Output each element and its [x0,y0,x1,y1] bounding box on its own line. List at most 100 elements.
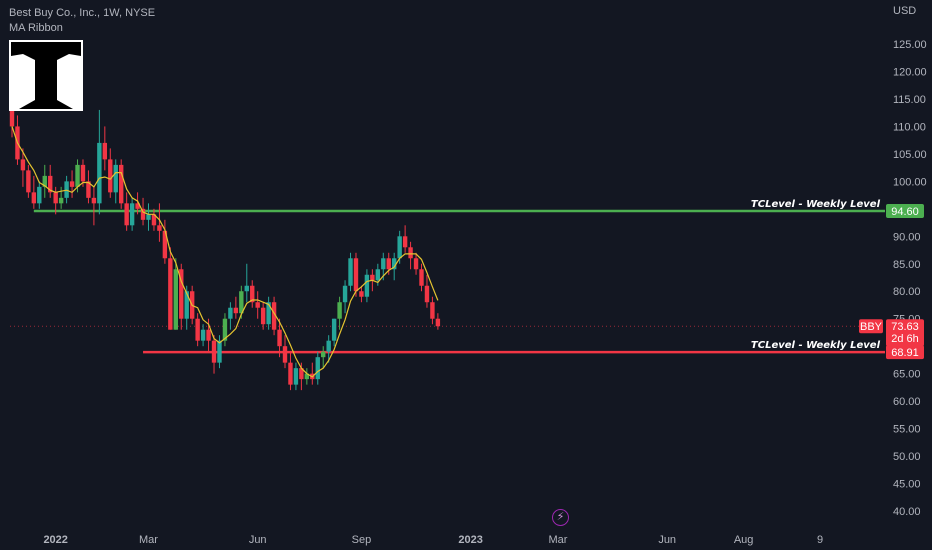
candle-body [124,203,129,226]
y-tick-label: 105.00 [893,149,927,161]
candle-body [337,302,342,319]
candle-body [315,357,320,380]
candle-body [217,340,222,363]
candle-body [364,274,370,297]
candle-body [370,274,375,281]
chart-legend: Best Buy Co., Inc., 1W, NYSE MA Ribbon [9,6,155,36]
candle-body [113,164,118,193]
candle-body [42,175,47,187]
candle-body [140,208,146,220]
candle-body [282,346,288,363]
x-tick-label: Mar [139,534,158,546]
levels-layer: TCLevel - Weekly Level TCLevel - Weekly L… [10,199,885,354]
level-price-tag [886,204,924,219]
candle-body [108,159,113,193]
candle-body [353,258,359,292]
candle-body [408,247,413,259]
x-tick-label: Mar [549,534,568,546]
candle-body [260,307,266,325]
x-tick-label: Aug [734,534,754,546]
candles-layer [9,71,441,391]
candle-body [48,175,53,193]
price-axis[interactable]: USD 40.0045.0050.0055.0060.0065.0070.007… [893,5,927,518]
candle-body [359,291,364,297]
candle-body [37,186,42,204]
candle-body [277,329,282,347]
candle-body [91,197,97,204]
candle-body [184,291,189,319]
candle-body [146,214,151,220]
candle-body [53,192,58,204]
candle-body [228,307,233,319]
candle-body [97,142,102,204]
candle-body [331,318,337,341]
candle-body [135,203,140,209]
x-tick-label: 9 [817,534,823,546]
y-tick-label: 65.00 [893,369,921,381]
candle-body [211,340,217,363]
x-tick-label: Jun [249,534,267,546]
candle-body [424,285,430,303]
x-tick-label: 2023 [458,534,482,546]
candle-body [157,225,162,231]
candle-body [200,329,206,341]
candle-body [321,351,326,358]
candle-body [348,258,353,286]
candle-body [168,258,173,330]
candle-body [162,230,168,259]
candle-body [413,258,419,270]
candle-body [250,285,255,303]
lightning-icon[interactable]: ⚡ [552,509,569,526]
candle-body [326,340,331,352]
candle-body [151,214,157,226]
level-label: TCLevel - Weekly Level [751,340,881,351]
candle-body [402,236,408,248]
candle-body [392,258,397,270]
y-tick-label: 45.00 [893,479,921,491]
countdown-label: 2d 6h [891,333,919,345]
candle-body [102,142,108,160]
candle-body [375,269,381,281]
level-price-value: 68.91 [891,347,919,359]
candle-body [266,302,271,325]
candle-body [69,181,75,187]
candle-body [233,307,239,314]
candle-body [244,285,249,292]
last-price-value: 73.63 [891,321,919,333]
ma-ribbon-line [11,126,439,378]
y-tick-label: 80.00 [893,286,921,298]
currency-label: USD [893,5,916,17]
candle-body [129,203,135,226]
ticker-tag [859,319,883,334]
y-tick-label: 85.00 [893,259,921,271]
x-tick-label: 2022 [43,534,67,546]
candle-body [195,318,200,341]
candle-body [271,302,277,330]
y-tick-label: 90.00 [893,231,921,243]
candle-body [179,269,184,319]
candle-body [435,318,441,327]
candle-body [293,368,299,385]
level-price-tag [886,345,924,360]
candle-body [304,373,310,380]
x-tick-label: Jun [658,534,676,546]
candle-body [26,170,31,193]
candle-body [255,302,260,308]
candle-body [430,302,435,319]
candle-body [20,159,26,171]
candle-body [119,164,124,204]
candle-body [206,329,211,341]
y-tick-label: 125.00 [893,39,927,51]
logo-t-icon [11,42,81,109]
ma-ribbon-layer [11,126,439,378]
symbol-title[interactable]: Best Buy Co., Inc., 1W, NYSE [9,7,156,19]
ticker-label: BBY [860,321,883,333]
candle-body [75,164,80,187]
level-label: TCLevel - Weekly Level [751,199,881,210]
y-tick-label: 120.00 [893,66,927,78]
indicator-label[interactable]: MA Ribbon [9,22,63,34]
time-axis[interactable]: 2022 Mar Jun Sep 2023 Mar Jun Aug 9 [43,534,823,546]
y-tick-label: 110.00 [893,121,926,133]
